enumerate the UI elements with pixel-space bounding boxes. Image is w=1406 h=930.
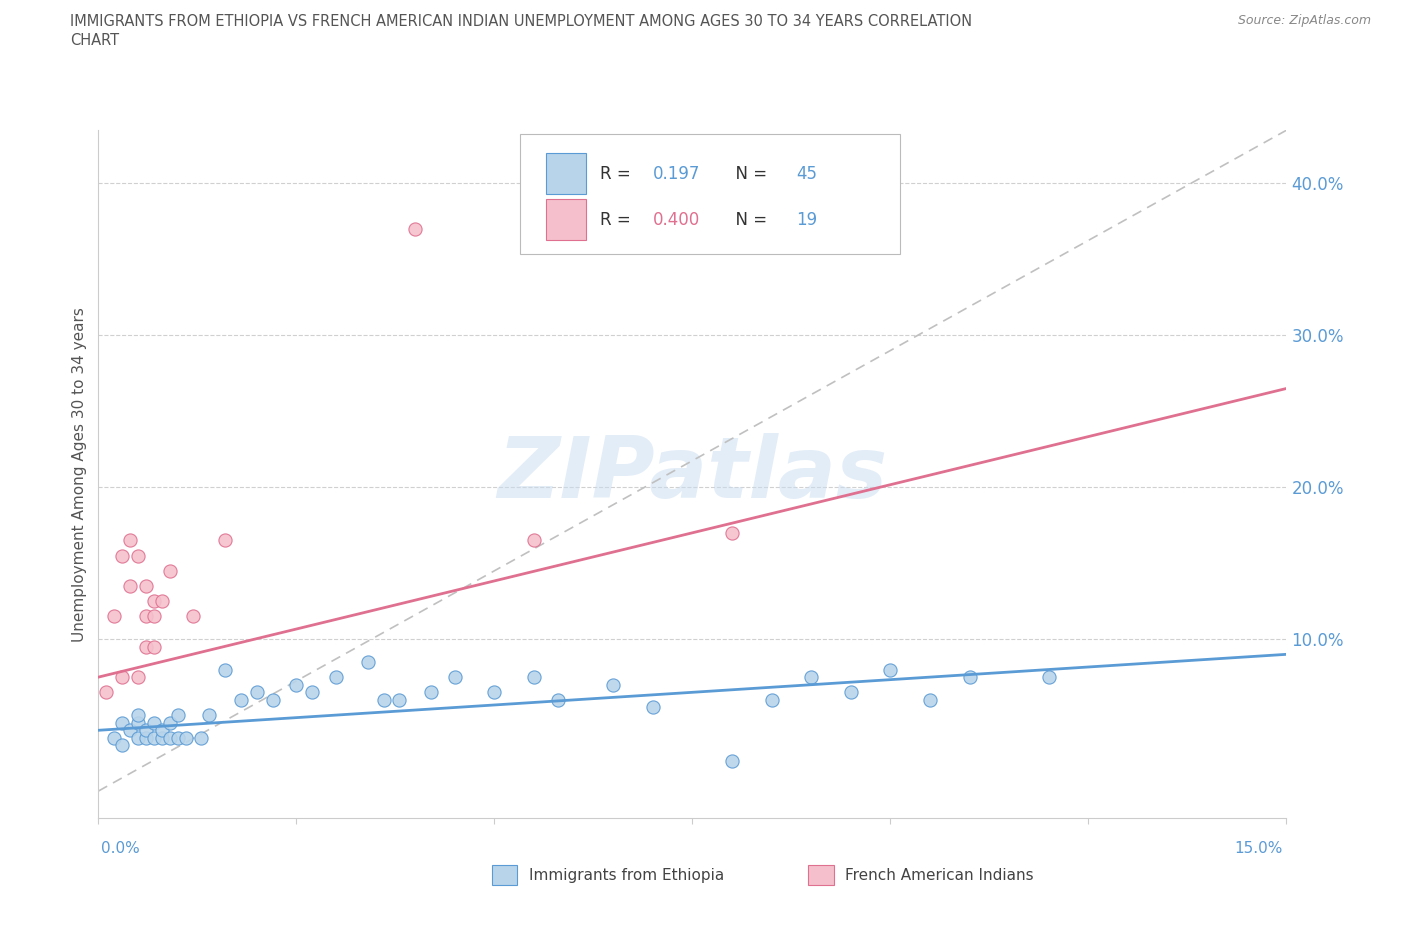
Point [641, 700, 664, 715]
Point [420, 684, 443, 699]
Point [484, 684, 506, 699]
Point [357, 655, 380, 670]
Text: IMMIGRANTS FROM ETHIOPIA VS FRENCH AMERICAN INDIAN UNEMPLOYMENT AMONG AGES 30 TO: IMMIGRANTS FROM ETHIOPIA VS FRENCH AMERI… [70, 14, 973, 29]
Point [159, 730, 181, 745]
Point [150, 723, 173, 737]
Text: CHART: CHART [70, 33, 120, 48]
Point [135, 578, 157, 593]
Point [285, 677, 308, 692]
Text: N =: N = [724, 211, 772, 229]
Text: 15.0%: 15.0% [1234, 841, 1282, 856]
Point [103, 730, 125, 745]
Text: 19: 19 [796, 211, 817, 229]
Point [142, 715, 165, 730]
Point [547, 693, 569, 708]
Point [135, 730, 157, 745]
Point [721, 753, 744, 768]
Point [150, 593, 173, 608]
FancyBboxPatch shape [520, 134, 900, 254]
Point [142, 609, 165, 624]
Point [262, 693, 284, 708]
Text: 45: 45 [796, 165, 817, 182]
Text: 0.197: 0.197 [654, 165, 700, 182]
Point [839, 684, 862, 699]
Point [246, 684, 269, 699]
Point [127, 715, 149, 730]
FancyBboxPatch shape [547, 153, 585, 194]
Point [127, 670, 149, 684]
Point [444, 670, 467, 684]
Point [183, 609, 205, 624]
Point [120, 723, 142, 737]
Text: Source: ZipAtlas.com: Source: ZipAtlas.com [1237, 14, 1371, 27]
Y-axis label: Unemployment Among Ages 30 to 34 years: Unemployment Among Ages 30 to 34 years [72, 307, 87, 642]
Text: R =: R = [600, 211, 636, 229]
Point [214, 662, 236, 677]
Point [523, 670, 546, 684]
Point [103, 609, 125, 624]
Text: 0.400: 0.400 [654, 211, 700, 229]
Point [142, 730, 165, 745]
Point [761, 693, 783, 708]
Point [166, 730, 188, 745]
Point [127, 730, 149, 745]
Point [388, 693, 411, 708]
Point [135, 609, 157, 624]
Point [800, 670, 823, 684]
Point [174, 730, 197, 745]
Text: ZIPatlas: ZIPatlas [498, 432, 887, 516]
Point [127, 708, 149, 723]
Point [214, 533, 236, 548]
Point [190, 730, 212, 745]
Point [159, 564, 181, 578]
Point [142, 593, 165, 608]
Point [159, 715, 181, 730]
FancyBboxPatch shape [547, 199, 585, 240]
Point [325, 670, 347, 684]
Point [301, 684, 323, 699]
Point [1038, 670, 1060, 684]
Point [721, 525, 744, 540]
Point [142, 639, 165, 654]
Point [111, 670, 134, 684]
Point [96, 684, 118, 699]
Text: French American Indians: French American Indians [845, 868, 1033, 883]
Point [959, 670, 981, 684]
Point [229, 693, 252, 708]
Point [404, 221, 426, 236]
Point [198, 708, 221, 723]
Point [920, 693, 942, 708]
Point [120, 578, 142, 593]
Point [523, 533, 546, 548]
Point [879, 662, 901, 677]
Point [135, 723, 157, 737]
Text: Immigrants from Ethiopia: Immigrants from Ethiopia [529, 868, 724, 883]
Point [150, 730, 173, 745]
Text: 0.0%: 0.0% [101, 841, 141, 856]
Point [166, 708, 188, 723]
Text: R =: R = [600, 165, 636, 182]
Point [373, 693, 395, 708]
Point [111, 715, 134, 730]
Point [602, 677, 624, 692]
Text: N =: N = [724, 165, 772, 182]
Point [120, 533, 142, 548]
Point [111, 548, 134, 563]
Point [127, 548, 149, 563]
Point [111, 738, 134, 753]
Point [135, 639, 157, 654]
